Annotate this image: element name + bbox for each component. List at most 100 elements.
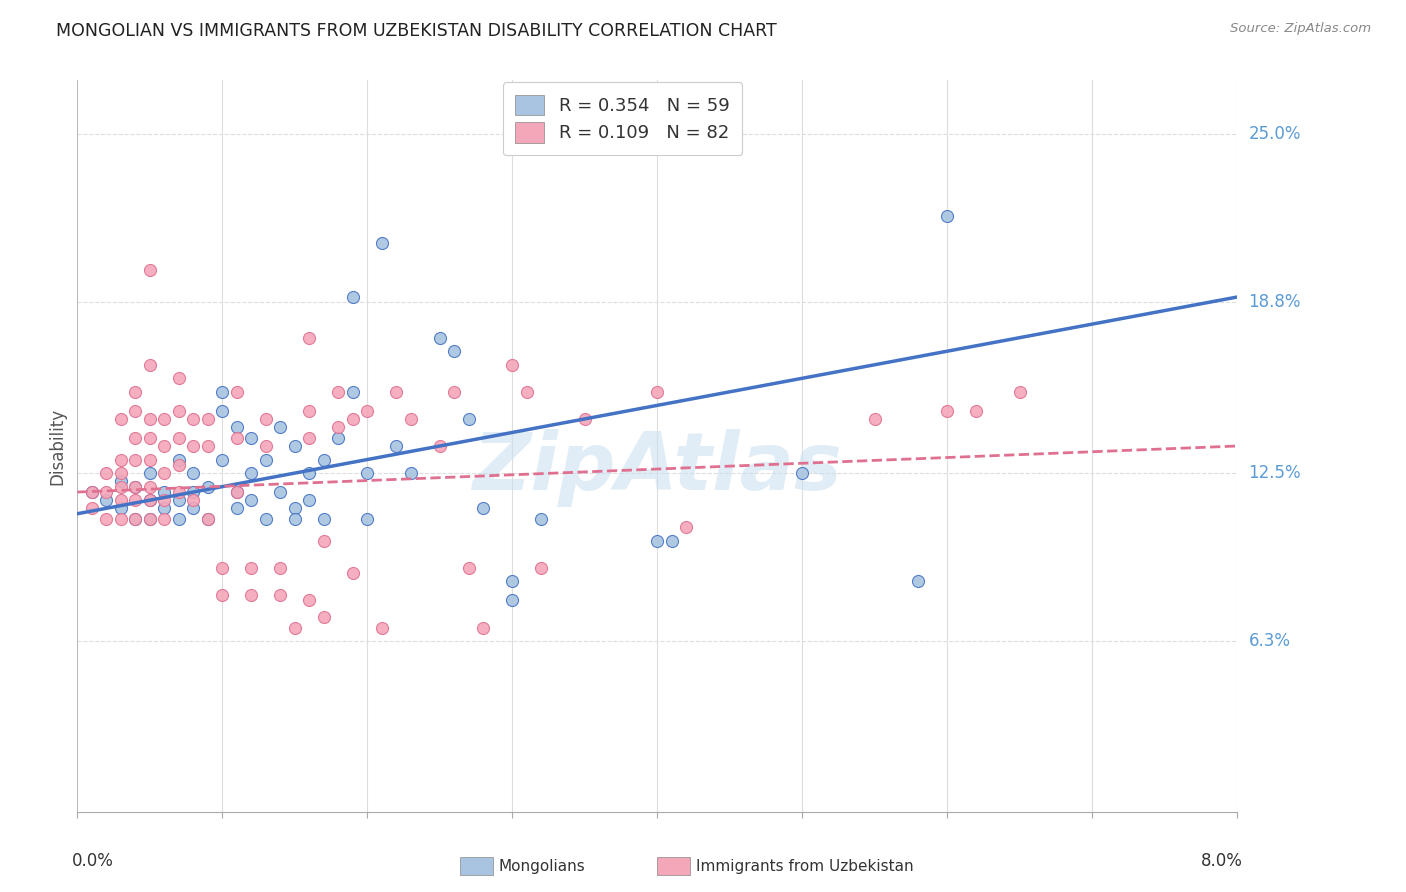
Legend: R = 0.354   N = 59, R = 0.109   N = 82: R = 0.354 N = 59, R = 0.109 N = 82 — [503, 82, 742, 155]
Point — [429, 331, 451, 345]
Point — [167, 458, 190, 472]
Point — [328, 431, 350, 445]
Point — [110, 412, 132, 426]
Point — [516, 384, 538, 399]
Point — [225, 420, 247, 434]
Point — [472, 501, 495, 516]
Point — [342, 566, 364, 581]
Point — [530, 561, 553, 575]
Point — [183, 485, 205, 500]
Point — [139, 412, 162, 426]
Point — [197, 512, 219, 526]
Point — [371, 235, 394, 250]
Y-axis label: Disability: Disability — [48, 408, 66, 484]
Point — [863, 412, 886, 426]
Point — [965, 404, 987, 418]
Point — [153, 485, 176, 500]
Point — [153, 466, 176, 480]
Text: ZipAtlas: ZipAtlas — [472, 429, 842, 507]
Point — [574, 412, 596, 426]
Point — [139, 512, 162, 526]
Point — [792, 466, 814, 480]
Point — [139, 493, 162, 508]
Point — [443, 384, 465, 399]
Point — [254, 439, 277, 453]
Point — [240, 561, 263, 575]
Point — [124, 431, 146, 445]
FancyBboxPatch shape — [658, 857, 690, 875]
Point — [675, 520, 697, 534]
Point — [472, 620, 495, 634]
Point — [312, 512, 335, 526]
Point — [96, 466, 118, 480]
Point — [153, 493, 176, 508]
Point — [269, 561, 291, 575]
Point — [240, 466, 263, 480]
Point — [124, 452, 146, 467]
Point — [399, 466, 422, 480]
Point — [312, 609, 335, 624]
Point — [211, 561, 233, 575]
Text: 0.0%: 0.0% — [72, 852, 114, 870]
Point — [356, 466, 378, 480]
Point — [298, 331, 321, 345]
Point — [342, 412, 364, 426]
Point — [80, 485, 103, 500]
Point — [167, 485, 190, 500]
Point — [240, 588, 263, 602]
Point — [167, 431, 190, 445]
Point — [647, 384, 669, 399]
Point — [211, 404, 233, 418]
Point — [153, 439, 176, 453]
Point — [139, 480, 162, 494]
Point — [153, 412, 176, 426]
Text: 12.5%: 12.5% — [1249, 464, 1301, 482]
Point — [371, 620, 394, 634]
Point — [183, 466, 205, 480]
Point — [211, 384, 233, 399]
Point — [139, 263, 162, 277]
Point — [936, 404, 959, 418]
Point — [298, 593, 321, 607]
Point — [312, 452, 335, 467]
Point — [110, 474, 132, 488]
Point — [124, 480, 146, 494]
Point — [110, 452, 132, 467]
Text: Source: ZipAtlas.com: Source: ZipAtlas.com — [1230, 22, 1371, 36]
Point — [269, 420, 291, 434]
Point — [167, 512, 190, 526]
Point — [167, 493, 190, 508]
Point — [124, 512, 146, 526]
Point — [501, 593, 523, 607]
Point — [254, 412, 277, 426]
Text: Immigrants from Uzbekistan: Immigrants from Uzbekistan — [696, 859, 914, 874]
Point — [385, 384, 408, 399]
Point — [124, 384, 146, 399]
Point — [110, 466, 132, 480]
Point — [312, 533, 335, 548]
Point — [269, 485, 291, 500]
Point — [167, 371, 190, 385]
Point — [907, 574, 929, 589]
Point — [110, 512, 132, 526]
Point — [530, 512, 553, 526]
Point — [110, 480, 132, 494]
Point — [96, 512, 118, 526]
Point — [211, 452, 233, 467]
Point — [298, 404, 321, 418]
Point — [298, 431, 321, 445]
Text: 6.3%: 6.3% — [1249, 632, 1291, 650]
Point — [647, 533, 669, 548]
Point — [298, 493, 321, 508]
Point — [167, 452, 190, 467]
Point — [429, 439, 451, 453]
Point — [139, 358, 162, 372]
Point — [328, 420, 350, 434]
Point — [342, 384, 364, 399]
Text: MONGOLIAN VS IMMIGRANTS FROM UZBEKISTAN DISABILITY CORRELATION CHART: MONGOLIAN VS IMMIGRANTS FROM UZBEKISTAN … — [56, 22, 778, 40]
Point — [399, 412, 422, 426]
Point — [139, 431, 162, 445]
Point — [197, 439, 219, 453]
Text: 25.0%: 25.0% — [1249, 126, 1301, 144]
Point — [284, 620, 307, 634]
